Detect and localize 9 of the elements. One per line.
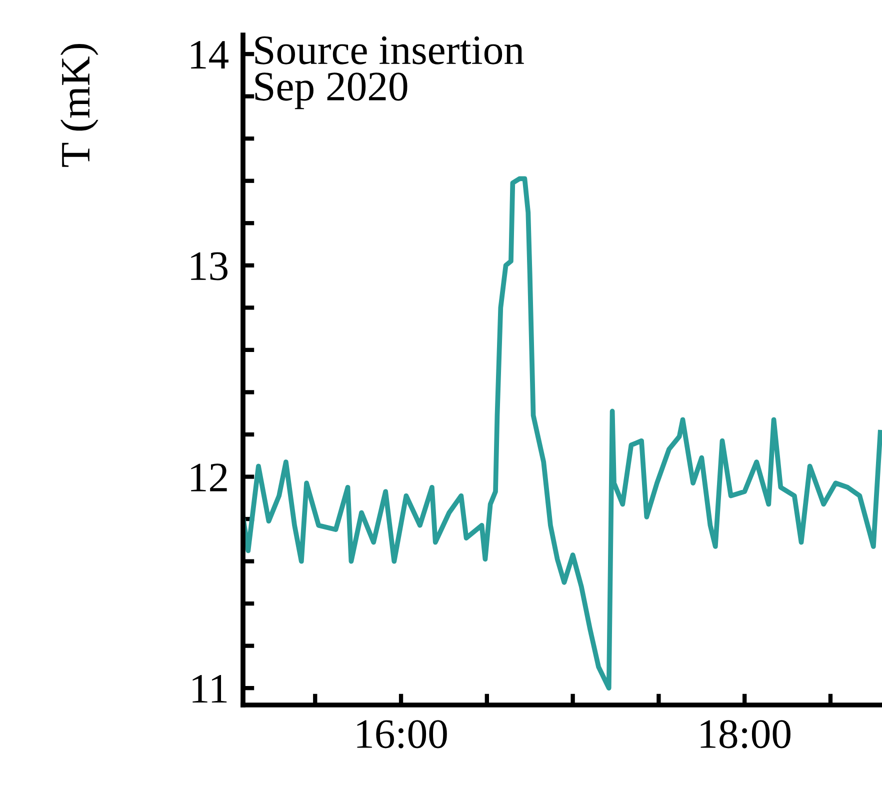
line-series — [242, 176, 882, 691]
y-tick-label: 12 — [191, 464, 227, 492]
y-axis-title: T (mK) — [60, 44, 98, 167]
x-tick-label: 16:00 — [357, 720, 447, 748]
y-tick-label: 11 — [192, 675, 227, 703]
y-tick-label: 13 — [191, 252, 228, 280]
annotation: Source insertion Sep 2020 — [255, 36, 524, 110]
y-tick-label: 14 — [191, 40, 228, 68]
x-tick-label: 18:00 — [700, 720, 790, 748]
